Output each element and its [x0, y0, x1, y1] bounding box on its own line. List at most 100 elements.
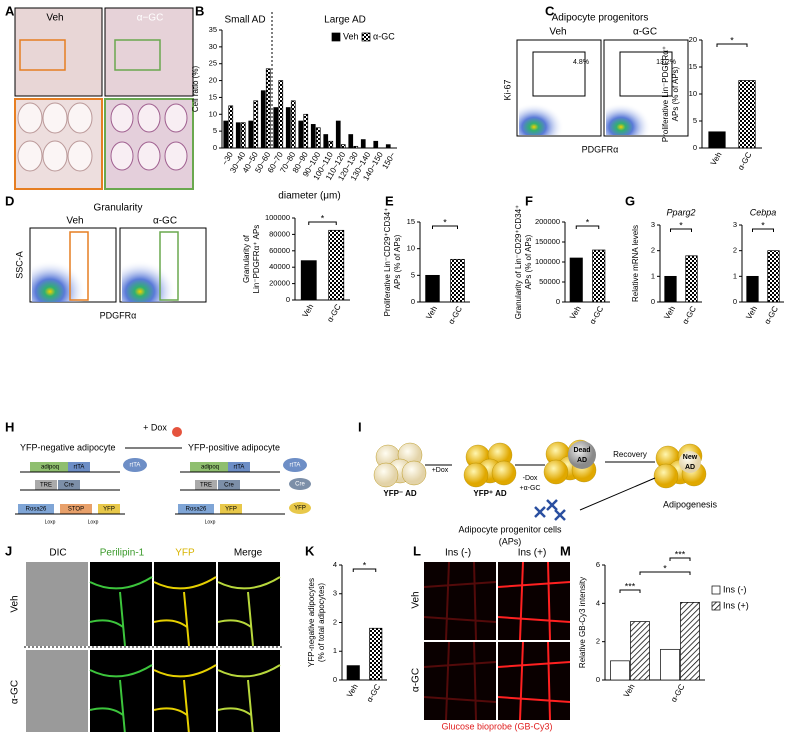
- chart-title: Cebpa: [750, 207, 777, 217]
- y-tick-label: 1: [651, 271, 655, 280]
- significance-bracket: [575, 225, 600, 229]
- bar: [328, 140, 334, 149]
- y-tick-label: 0: [651, 297, 655, 306]
- legend-label: α-GC: [373, 31, 395, 41]
- y-tick-label: 60000: [269, 246, 290, 255]
- bar: [592, 249, 606, 303]
- gene-box: [68, 462, 90, 472]
- y-tick-label: 100000: [535, 257, 560, 266]
- label: YFP-negative adipocyte: [20, 442, 116, 452]
- y-tick-label: 200000: [535, 217, 560, 226]
- gene-box: [58, 480, 80, 490]
- histology-image: [104, 7, 194, 97]
- label: Dead: [573, 447, 590, 454]
- x-tick-label: Veh: [709, 151, 724, 167]
- y-tick-label: 0: [556, 297, 560, 306]
- y-tick-label: 0: [213, 143, 217, 152]
- legend-label: Ins (+): [723, 600, 749, 610]
- label: adipoq: [201, 465, 219, 471]
- bar: [310, 124, 316, 149]
- significance: ***: [625, 581, 636, 591]
- bar: [660, 648, 680, 681]
- y-tick-label: 0: [286, 295, 290, 304]
- y-tick-label: 5: [411, 270, 415, 279]
- membrane: [153, 664, 217, 732]
- y-tick-label: 10: [407, 244, 415, 253]
- bar: [746, 275, 759, 303]
- x-tick-label: α-GC: [669, 682, 687, 703]
- label: YFP: [225, 507, 237, 513]
- protein: [289, 478, 311, 490]
- y-tick-label: 0: [733, 297, 737, 306]
- y-tick-label: 0: [693, 143, 697, 152]
- panel-label: D: [5, 193, 14, 208]
- significance: *: [761, 220, 765, 230]
- label: YFP: [175, 548, 195, 559]
- label: Rosa26: [186, 507, 207, 513]
- bar: [630, 621, 650, 681]
- label: Recovery: [613, 450, 647, 459]
- y-tick-label: 20: [209, 76, 217, 85]
- x-tick-label: Veh: [345, 683, 360, 699]
- significance-bracket: [669, 557, 691, 561]
- gene-box: [30, 462, 70, 472]
- significance: *: [663, 563, 667, 573]
- label: TRE: [200, 483, 212, 489]
- y-tick-label: 2: [333, 617, 337, 626]
- bar: [328, 229, 345, 301]
- protein: [289, 502, 311, 514]
- bar: [265, 68, 271, 149]
- y-tick-label: 10: [689, 89, 697, 98]
- label: YFP⁺ AD: [473, 489, 506, 498]
- bar: [767, 250, 780, 303]
- protein: [283, 458, 307, 472]
- y-tick-label: 100000: [265, 213, 290, 222]
- bar: [664, 275, 677, 303]
- label: -Dox: [523, 475, 538, 482]
- adipocyte: [401, 460, 427, 486]
- label: Loxp: [45, 519, 56, 525]
- y-axis-label: APs (% of APs): [671, 66, 680, 121]
- significance: *: [443, 217, 447, 227]
- label: Veh: [10, 595, 21, 612]
- micrograph: [424, 642, 496, 720]
- label: rtTA: [74, 465, 85, 471]
- bar: [228, 105, 234, 149]
- y-tick-label: 20000: [269, 279, 290, 288]
- label: Adipogenesis: [663, 499, 718, 509]
- y-tick-label: 25: [209, 59, 217, 68]
- y-axis-label: Relative mRNA levels: [631, 225, 640, 302]
- adipocyte: [491, 460, 517, 486]
- micrograph: [26, 650, 88, 732]
- x-tick-label: Veh: [744, 305, 759, 321]
- bar: [323, 134, 329, 149]
- label: rtTA: [290, 463, 301, 469]
- adipocyte: [463, 462, 489, 488]
- x-tick-label: Veh: [424, 305, 439, 321]
- x-tick-label: α-GC: [447, 304, 465, 325]
- cell: [42, 102, 68, 134]
- label: 4.8%: [573, 59, 589, 66]
- micrograph: [498, 562, 570, 640]
- bar: [610, 660, 630, 681]
- panel-label: C: [545, 3, 555, 18]
- label: α-GC: [411, 668, 422, 692]
- label: New: [683, 454, 698, 461]
- label: AD: [685, 464, 695, 471]
- x-axis-label: diameter (μm): [278, 191, 340, 202]
- gene-box: [228, 462, 250, 472]
- y-tick-label: 15: [689, 62, 697, 71]
- significance: *: [730, 35, 734, 45]
- flow-density: [32, 250, 92, 302]
- bar: [273, 107, 279, 149]
- bar: [369, 627, 383, 681]
- label: Loxp: [88, 519, 99, 525]
- new-adipocyte: [679, 451, 701, 473]
- y-axis-label: Lin⁻PDGFRα⁺ APs: [252, 225, 261, 294]
- x-tick-label: α-GC: [736, 150, 754, 171]
- bar: [290, 100, 296, 149]
- bar: [240, 122, 246, 149]
- y-tick-label: 2: [733, 246, 737, 255]
